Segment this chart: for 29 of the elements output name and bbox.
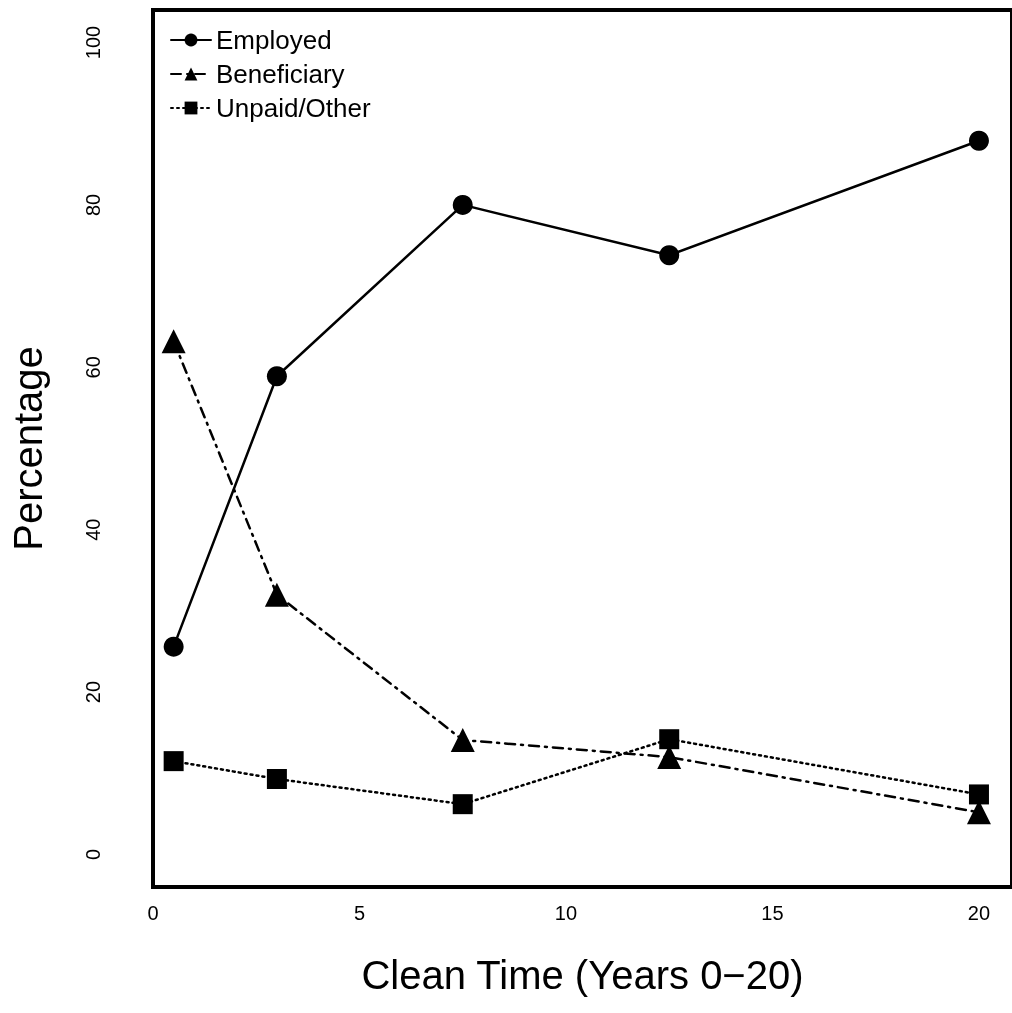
- point: [659, 245, 680, 266]
- point: [452, 194, 473, 215]
- x-tick-label: 20: [967, 902, 991, 924]
- point: [163, 751, 184, 772]
- x-tick-label: 0: [147, 902, 159, 924]
- point: [968, 130, 989, 151]
- point: [266, 769, 287, 789]
- point: [968, 784, 989, 805]
- point: [163, 636, 184, 657]
- y-axis-title: Percentage: [6, 346, 50, 551]
- y-tick-label: 100: [82, 25, 104, 60]
- x-tick-label: 15: [761, 902, 784, 924]
- legend-label: Beneficiary: [216, 59, 345, 89]
- point: [452, 794, 473, 815]
- y-tick-label: 60: [82, 356, 104, 379]
- point: [266, 366, 287, 387]
- point: [264, 582, 289, 607]
- x-tick-label: 10: [554, 902, 578, 924]
- y-tick-label: 40: [82, 518, 104, 541]
- y-tick-label: 80: [82, 193, 104, 217]
- point: [659, 729, 680, 750]
- legend-label: Employed: [216, 25, 332, 55]
- x-tick-label: 5: [353, 902, 366, 924]
- legend-label: Unpaid/Other: [216, 93, 371, 123]
- point: [161, 329, 186, 354]
- point: [450, 728, 475, 753]
- y-tick-label: 0: [82, 848, 104, 861]
- y-tick-label: 20: [82, 680, 104, 704]
- x-axis-title: Clean Time (Years 0−20): [361, 953, 804, 997]
